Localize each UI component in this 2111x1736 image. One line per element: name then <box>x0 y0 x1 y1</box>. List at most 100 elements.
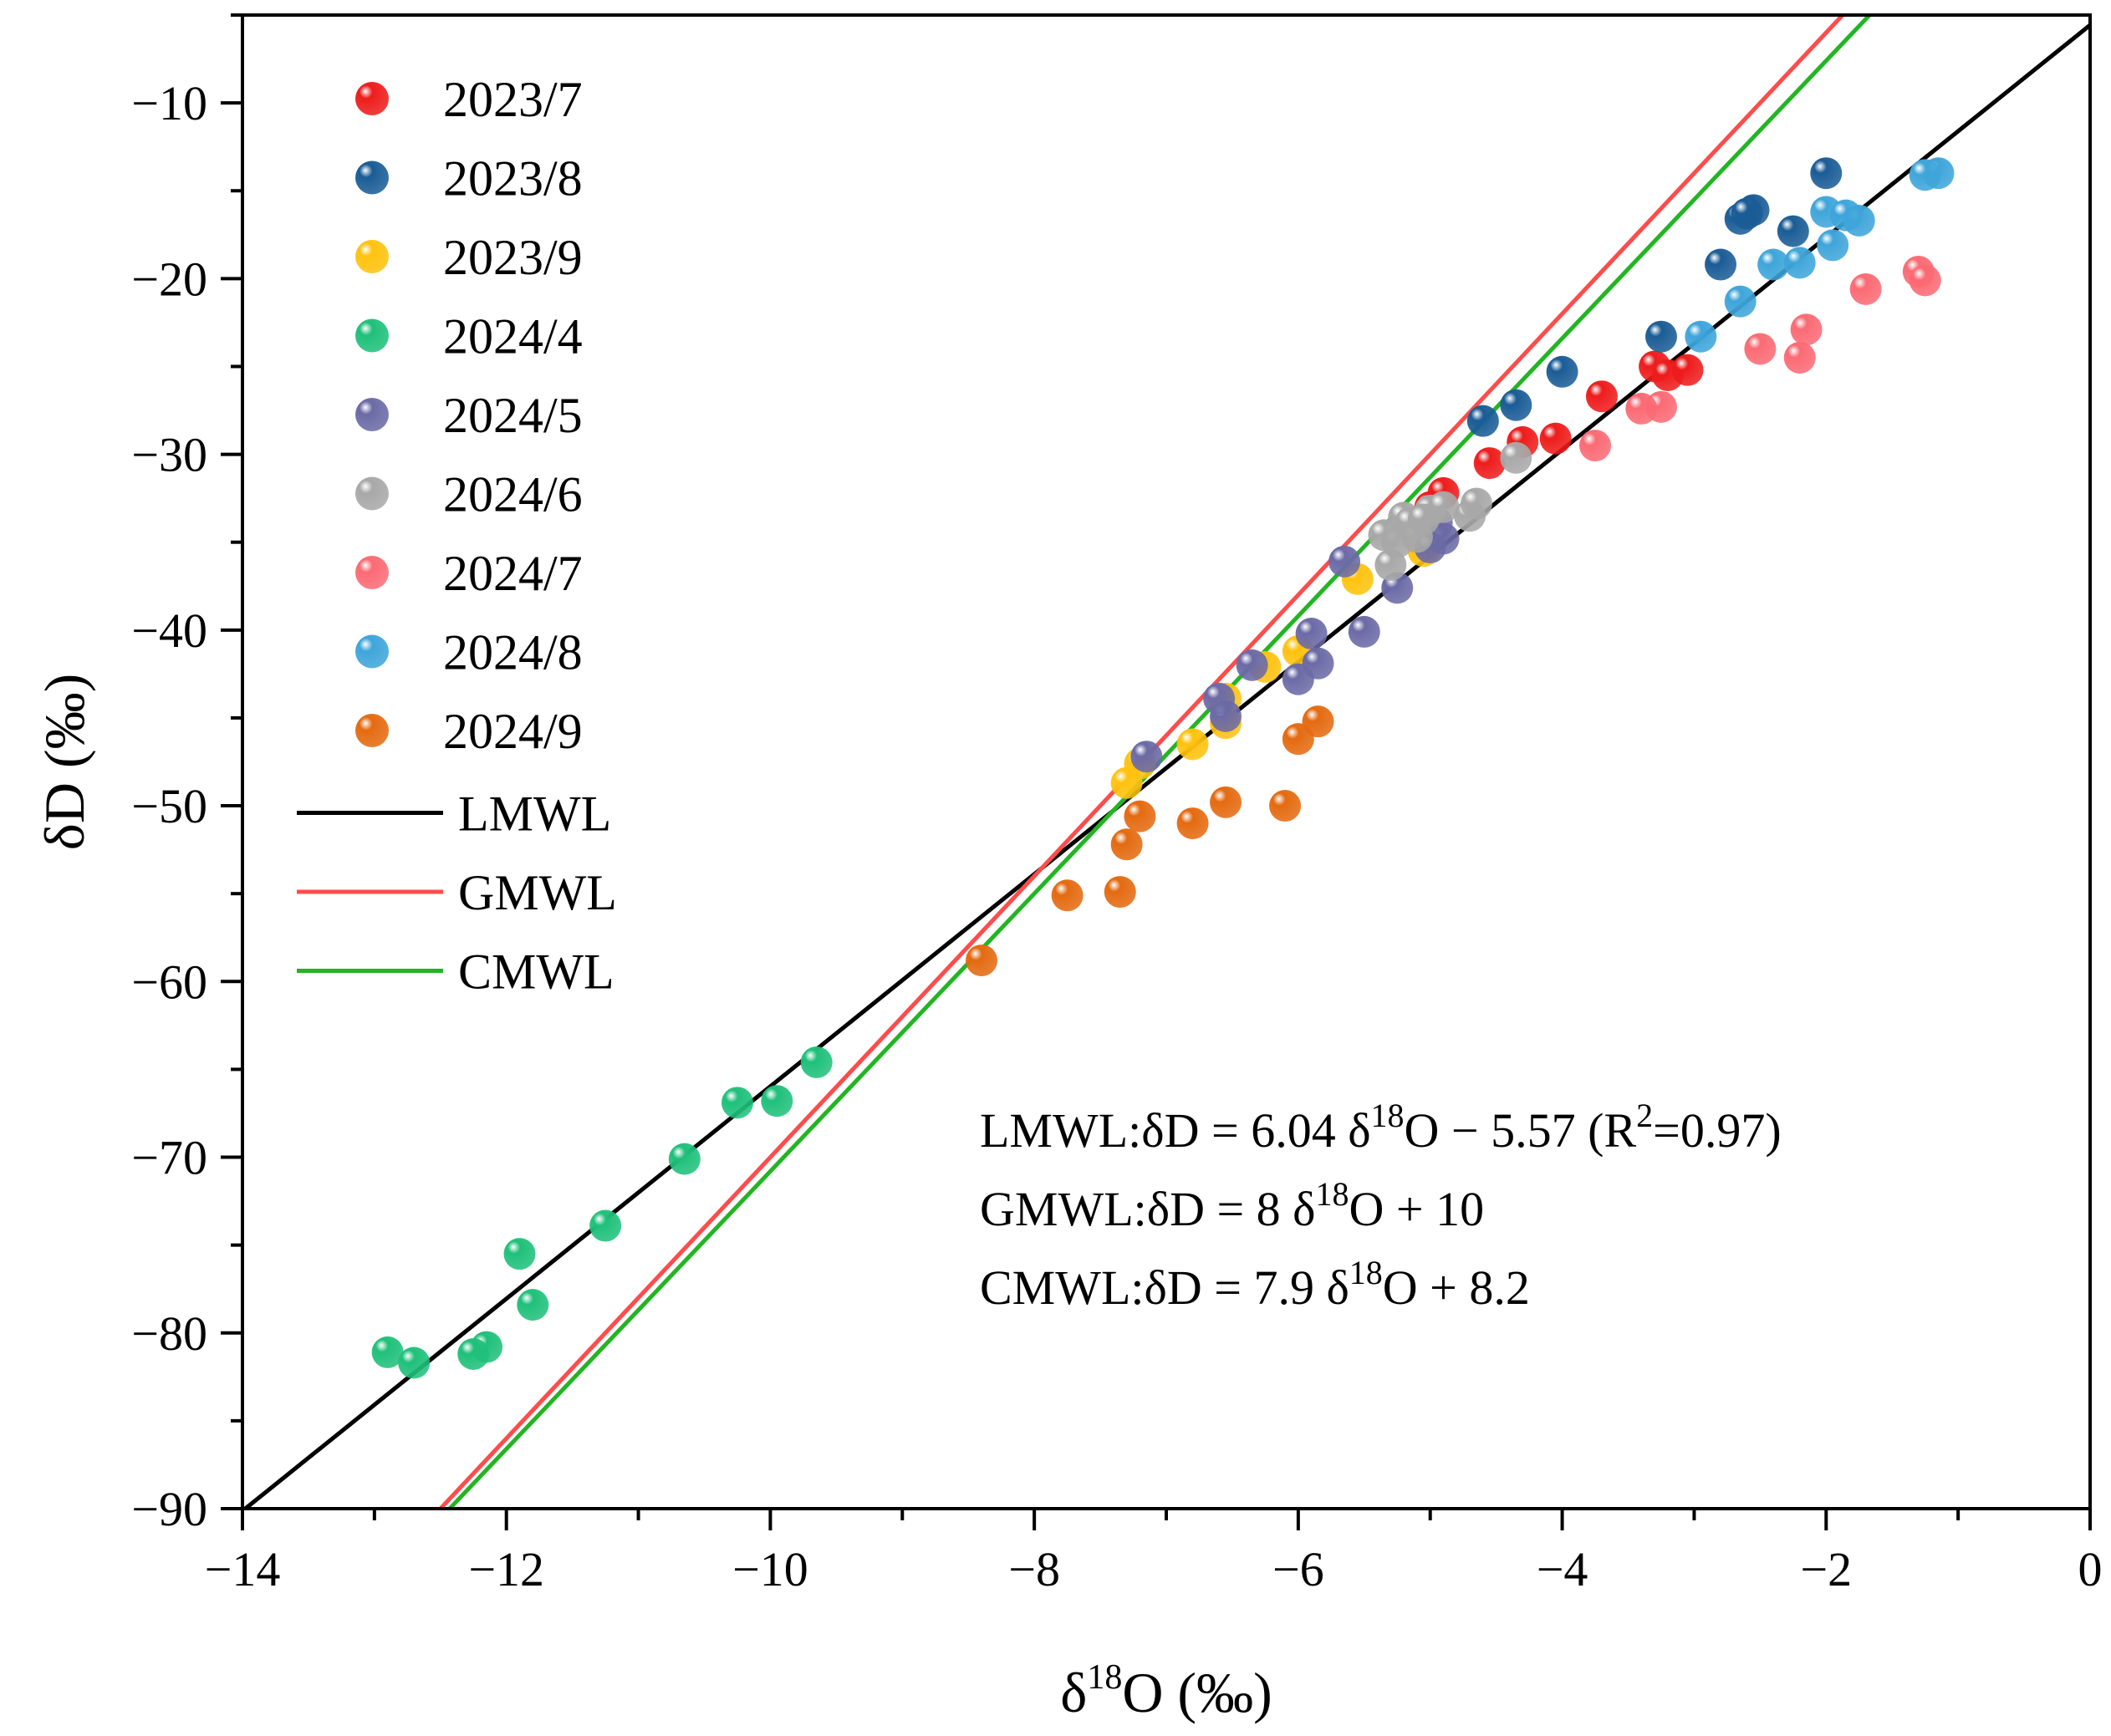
legend: 2023/7 2023/8 2023/9 2024/4 2024/5 2024/6 2024… <box>297 72 617 1000</box>
data-point-2024-9 <box>1124 800 1156 832</box>
data-point-2024-4 <box>589 1209 622 1242</box>
data-point-2024-7 <box>1790 313 1823 346</box>
x-tick-label: −6 <box>1272 1542 1324 1596</box>
legend-label: 2024/8 <box>443 625 583 680</box>
y-tick-label: −80 <box>131 1306 207 1361</box>
data-point-2024-9 <box>1051 879 1084 912</box>
x-tick-label: −4 <box>1537 1542 1588 1596</box>
legend-marker <box>355 318 389 353</box>
data-point-2024-9 <box>1110 828 1143 861</box>
legend-label: 2023/7 <box>443 72 583 127</box>
y-tick-label: −10 <box>131 76 207 130</box>
legend-label: 2023/9 <box>443 230 583 285</box>
data-point-2024-4 <box>503 1238 536 1270</box>
data-point-2024-6 <box>1407 503 1440 536</box>
legend-label: GMWL <box>458 865 617 920</box>
y-tick-label: −60 <box>131 955 207 1009</box>
legend-label: LMWL <box>458 787 611 842</box>
legend-marker <box>355 714 389 747</box>
legend-marker <box>355 240 389 273</box>
data-point-2023-7 <box>1671 354 1704 386</box>
data-point-2024-9 <box>1210 786 1242 818</box>
data-point-2024-4 <box>668 1143 701 1175</box>
legend-marker <box>355 476 389 511</box>
data-point-2024-8 <box>1757 248 1790 281</box>
legend-label: CMWL <box>458 944 614 1000</box>
legend-label: 2024/5 <box>443 388 583 443</box>
data-point-2023-7 <box>1473 447 1506 480</box>
data-point-2024-8 <box>1724 285 1757 318</box>
data-point-2023-8 <box>1644 320 1677 353</box>
gmwl-line <box>437 15 1846 1509</box>
data-point-2024-7 <box>1625 392 1658 425</box>
x-tick-label: 0 <box>2078 1542 2103 1596</box>
y-axis-title: δD (‰) <box>33 674 96 850</box>
data-point-2024-4 <box>800 1046 833 1079</box>
data-point-2024-7 <box>1909 264 1941 297</box>
y-tick-label: −90 <box>131 1482 207 1536</box>
axis-titles: δ18O (‰) δD (‰) <box>33 674 1272 1724</box>
data-point-2024-8 <box>1817 229 1849 262</box>
data-point-2023-8 <box>1500 389 1532 421</box>
x-tick-label: −2 <box>1800 1542 1852 1596</box>
data-point-2023-8 <box>1777 215 1809 247</box>
x-axis-title: δ18O (‰) <box>1060 1658 1272 1724</box>
data-point-2024-4 <box>761 1085 793 1117</box>
data-point-2024-9 <box>1269 790 1302 822</box>
data-point-2023-9 <box>1176 728 1209 761</box>
data-point-2024-5 <box>1130 741 1163 773</box>
x-tick-label: −10 <box>732 1542 808 1596</box>
data-point-2023-7 <box>1539 422 1572 455</box>
legend-label: 2024/6 <box>443 467 583 522</box>
legend-marker <box>355 556 389 589</box>
data-point-2024-8 <box>1685 320 1717 353</box>
axis-ticks <box>221 13 2092 1530</box>
cmwl-line <box>446 15 1873 1509</box>
data-point-2024-4 <box>721 1087 753 1119</box>
x-tick-label: −12 <box>468 1542 544 1596</box>
data-point-2024-9 <box>966 944 997 977</box>
equation-1: LMWL:δD = 6.04 δ18O − 5.57 (R2=0.97) <box>980 1097 1782 1158</box>
data-point-2024-7 <box>1744 333 1777 365</box>
equations: LMWL:δD = 6.04 δ18O − 5.57 (R2=0.97) GMWL… <box>980 1097 1782 1315</box>
y-tick-label: −40 <box>131 603 207 658</box>
data-point-2023-7 <box>1585 380 1618 413</box>
data-point-2024-5 <box>1203 682 1236 715</box>
legend-marker <box>355 82 389 115</box>
data-point-2024-8 <box>1829 199 1862 232</box>
data-points <box>371 157 1955 1379</box>
legend-label: 2024/9 <box>443 704 583 759</box>
data-point-2023-8 <box>1466 405 1499 437</box>
data-point-2024-4 <box>517 1289 549 1321</box>
y-tick-label: −50 <box>131 779 207 833</box>
data-point-2023-8 <box>1810 157 1843 190</box>
data-point-2024-4 <box>398 1347 431 1379</box>
legend-label: 2023/8 <box>443 151 583 206</box>
data-point-2023-8 <box>1731 197 1763 230</box>
data-point-2024-6 <box>1460 487 1492 520</box>
legend-label: 2024/4 <box>443 309 583 364</box>
data-point-2024-9 <box>1282 723 1314 756</box>
y-tick-label: −20 <box>131 252 207 306</box>
data-point-2024-9 <box>1176 807 1209 840</box>
data-point-2024-5 <box>1348 615 1380 648</box>
data-point-2024-5 <box>1236 649 1268 681</box>
data-point-2023-8 <box>1705 248 1736 281</box>
data-point-2024-7 <box>1579 430 1612 462</box>
data-point-2024-9 <box>1104 876 1136 909</box>
data-point-2024-7 <box>1783 341 1816 374</box>
y-tick-label: −70 <box>131 1131 207 1185</box>
axis-tick-labels: −14 −12 −10 −8 −6 −4 −2 0−90−80−70−60−50−40−30−… <box>131 76 2102 1596</box>
equation-2: GMWL:δD = 8 δ18O + 10 <box>980 1175 1484 1236</box>
data-point-2023-8 <box>1546 355 1578 388</box>
equation-3: CMWL:δD = 7.9 δ18O + 8.2 <box>980 1254 1530 1315</box>
data-point-2024-4 <box>457 1337 490 1370</box>
x-tick-label: −8 <box>1008 1542 1060 1596</box>
data-point-2024-5 <box>1302 647 1334 680</box>
legend-marker <box>355 398 389 431</box>
legend-marker <box>355 160 389 195</box>
y-tick-label: −30 <box>131 428 207 482</box>
data-point-2024-4 <box>371 1336 404 1368</box>
data-point-2024-8 <box>1783 247 1816 279</box>
